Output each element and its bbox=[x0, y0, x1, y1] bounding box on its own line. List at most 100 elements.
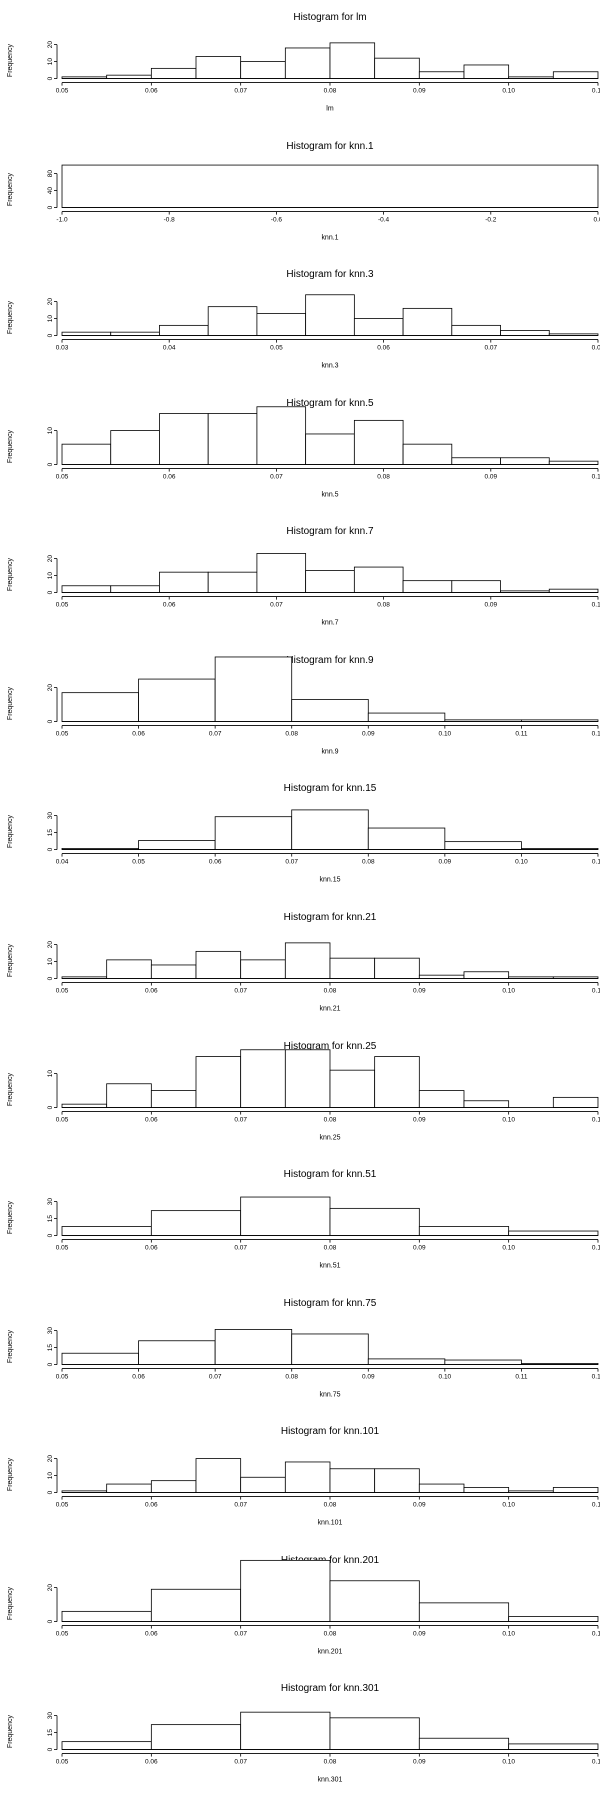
x-tick-label: 0.05 bbox=[56, 88, 69, 95]
x-tick-label: 0.05 bbox=[56, 1759, 69, 1766]
histogram-chart: Histogram for knn.7 0.05 0.06 0.07 0.08 0.09 0… bbox=[7, 526, 600, 627]
x-tick-label: 0.08 bbox=[324, 1759, 337, 1766]
x-tick-label: 0.09 bbox=[484, 602, 497, 609]
histogram-chart: Histogram for knn.15 0.04 0.05 0.06 0.07 0.08… bbox=[7, 783, 600, 884]
histogram-bar bbox=[353, 318, 404, 337]
x-tick-label: 0.06 bbox=[145, 1630, 158, 1637]
x-axis-label: knn.21 bbox=[320, 1006, 341, 1013]
x-axis-label: knn.25 bbox=[320, 1134, 341, 1141]
x-tick-label: 0.05 bbox=[56, 602, 69, 609]
y-tick-label: 0 bbox=[47, 1233, 54, 1237]
histogram-bar bbox=[508, 1615, 599, 1622]
histogram-bar bbox=[463, 1487, 510, 1494]
histogram-bar bbox=[374, 1468, 420, 1494]
x-tick-label: 0.09 bbox=[439, 859, 452, 866]
x-tick-label: 0.10 bbox=[502, 1759, 515, 1766]
x-tick-label: 0.12 bbox=[592, 730, 600, 737]
y-axis-label: Frequency bbox=[7, 1715, 14, 1749]
x-tick-label: 0.08 bbox=[285, 1373, 298, 1380]
histogram-bar bbox=[451, 457, 501, 465]
x-tick-label: 0.07 bbox=[234, 88, 247, 95]
x-tick-label: 0.0 bbox=[593, 216, 600, 223]
x-axis-label: knn.201 bbox=[318, 1648, 343, 1655]
histogram-bar bbox=[444, 1359, 522, 1365]
y-axis-label: Frequency bbox=[7, 429, 14, 463]
histogram-bar bbox=[374, 57, 420, 79]
histogram-bar bbox=[418, 1089, 465, 1108]
histogram-bar bbox=[402, 308, 453, 337]
x-tick-label: 0.07 bbox=[285, 859, 298, 866]
y-tick-label: 20 bbox=[47, 555, 54, 563]
x-tick-label: 0.08 bbox=[592, 345, 600, 352]
y-tick-label: 0 bbox=[47, 976, 54, 980]
x-tick-label: 0.07 bbox=[234, 1759, 247, 1766]
x-tick-label: 0.05 bbox=[56, 1373, 69, 1380]
histogram-bar bbox=[61, 1741, 152, 1751]
chart-title: Histogram for knn.15 bbox=[284, 783, 377, 794]
histogram-bar bbox=[240, 1048, 286, 1108]
x-tick-label: 0.08 bbox=[285, 730, 298, 737]
histogram-bar bbox=[329, 1208, 420, 1237]
histogram-bar bbox=[463, 971, 510, 979]
histogram-chart: Histogram for knn.51 0.05 0.06 0.07 0.08 0.09… bbox=[7, 1169, 600, 1270]
histogram-bar bbox=[150, 1480, 197, 1494]
x-axis-label: knn.75 bbox=[320, 1391, 341, 1398]
y-tick-label: 0 bbox=[47, 1362, 54, 1366]
x-tick-label: 0.09 bbox=[413, 1245, 426, 1252]
histogram-bar bbox=[150, 1588, 242, 1622]
x-tick-label: -0.2 bbox=[485, 216, 497, 223]
x-tick-label: 0.04 bbox=[56, 859, 69, 866]
histogram-bar bbox=[214, 1328, 293, 1365]
x-tick-label: 0.11 bbox=[592, 1245, 600, 1252]
x-tick-label: 0.07 bbox=[234, 1630, 247, 1637]
histogram-bar bbox=[207, 572, 258, 594]
x-tick-label: 0.10 bbox=[592, 473, 600, 480]
histogram-bar bbox=[284, 1048, 331, 1108]
histogram-bar bbox=[195, 950, 242, 979]
chart-title: Histogram for knn.75 bbox=[284, 1298, 377, 1309]
x-tick-label: 0.08 bbox=[324, 1245, 337, 1252]
histogram-bar bbox=[402, 580, 453, 594]
x-tick-label: 0.09 bbox=[484, 473, 497, 480]
y-tick-label: 10 bbox=[47, 315, 54, 323]
x-tick-label: 0.04 bbox=[163, 345, 176, 352]
histogram-bar bbox=[548, 460, 599, 465]
y-tick-label: 20 bbox=[47, 941, 54, 949]
histogram-bar bbox=[329, 1580, 420, 1622]
histogram-bar bbox=[418, 1483, 465, 1494]
x-tick-label: 0.09 bbox=[413, 1759, 426, 1766]
x-tick-label: 0.10 bbox=[439, 730, 452, 737]
histogram-bar bbox=[150, 1724, 242, 1751]
histogram-bar bbox=[284, 47, 331, 79]
histogram-bar bbox=[150, 964, 197, 979]
x-tick-label: 0.11 bbox=[592, 88, 600, 95]
x-tick-label: 0.12 bbox=[592, 1373, 600, 1380]
histogram-bar bbox=[195, 1055, 242, 1108]
x-tick-label: 0.07 bbox=[234, 988, 247, 995]
x-tick-label: 0.11 bbox=[515, 1373, 528, 1380]
x-tick-label: 0.07 bbox=[209, 730, 222, 737]
x-tick-label: 0.10 bbox=[592, 602, 600, 609]
histogram-bar bbox=[159, 325, 209, 337]
chart-title: Histogram for lm bbox=[293, 12, 366, 23]
y-tick-label: 30 bbox=[47, 1326, 54, 1334]
y-tick-label: 30 bbox=[47, 1198, 54, 1206]
y-tick-label: 0 bbox=[47, 76, 54, 80]
x-tick-label: 0.08 bbox=[324, 1502, 337, 1509]
y-tick-label: 15 bbox=[47, 1215, 54, 1223]
histogram-bar bbox=[61, 585, 112, 594]
histogram-bar bbox=[150, 67, 197, 79]
y-axis-label: Frequency bbox=[7, 686, 14, 720]
histogram-bar bbox=[451, 580, 501, 594]
histogram-bar bbox=[500, 330, 550, 337]
histogram-bar bbox=[214, 816, 293, 851]
x-tick-label: 0.06 bbox=[145, 88, 158, 95]
x-tick-label: 0.08 bbox=[324, 88, 337, 95]
y-axis-label: Frequency bbox=[7, 44, 14, 78]
y-axis-label: Frequency bbox=[7, 1072, 14, 1106]
histogram-chart: Histogram for knn.9 0.05 0.06 0.07 0.08 0.09 0… bbox=[7, 655, 600, 756]
histogram-bar bbox=[305, 433, 355, 465]
histogram-bar bbox=[329, 1468, 376, 1494]
histogram-chart: Histogram for knn.3 0.03 0.04 0.05 0.06 0.07 0… bbox=[7, 269, 600, 370]
histogram-bar bbox=[329, 957, 376, 979]
